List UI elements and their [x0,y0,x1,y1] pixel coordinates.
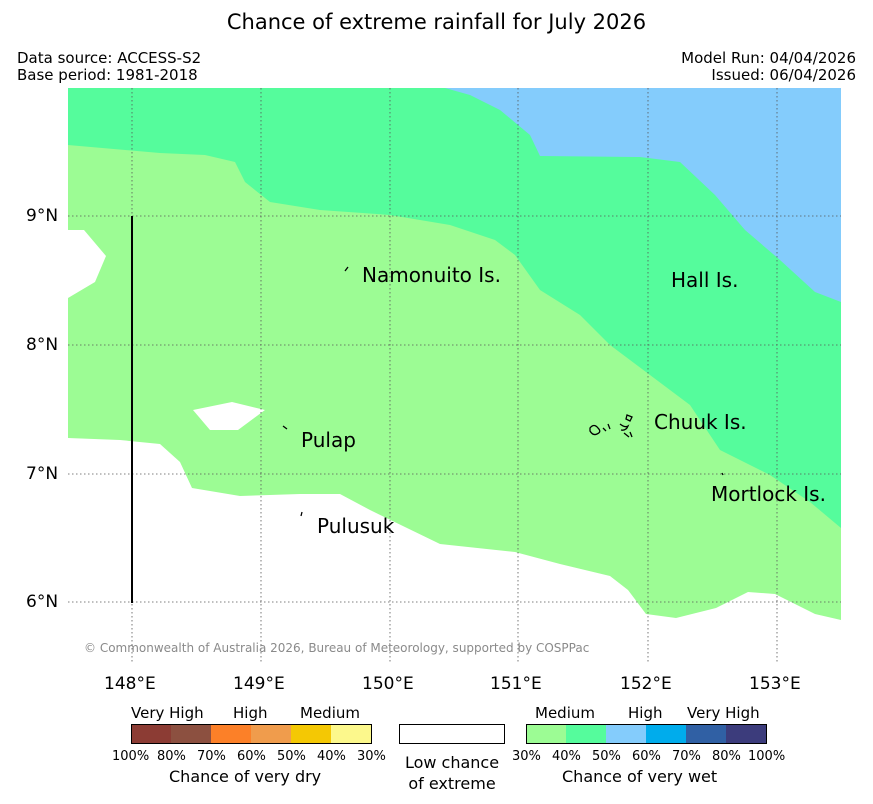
dry-tick-40: 40% [317,749,346,764]
dry-heading-high: High [233,704,268,722]
dry-tick-70: 70% [197,749,226,764]
wet-tick-40: 40% [552,749,581,764]
wet-caption: Chance of very wet [562,767,718,786]
dry-swatch-30-40 [331,724,372,744]
dry-tick-50: 50% [277,749,306,764]
lon-label-153e: 153°E [749,674,801,694]
lon-label-148e: 148°E [104,674,156,694]
wet-heading-medium: Medium [535,704,595,722]
wet-heading-very-high: Very High [687,704,760,722]
model-run: Model Run: 04/04/2026 [681,49,856,67]
wet-swatch-80-100 [726,724,767,744]
label-mortlock-is[interactable]: Mortlock Is. [711,482,826,506]
base-period: Base period: 1981-2018 [17,66,198,84]
wet-tick-60: 60% [632,749,661,764]
label-hall-is[interactable]: Hall Is. [671,268,739,292]
grid-lines [68,88,841,664]
dry-caption: Chance of very dry [169,767,322,786]
wet-medium-40-50-region [68,88,841,528]
lon-label-150e: 150°E [362,674,414,694]
low-chance-patch-central [193,402,265,430]
dry-tick-100: 100% [112,749,150,764]
dry-swatch-80-100 [131,724,172,744]
dry-tick-80: 80% [157,749,186,764]
label-namonuito-is[interactable]: Namonuito Is. [362,263,501,287]
label-chuuk-is[interactable]: Chuuk Is. [654,410,747,434]
lon-label-149e: 149°E [233,674,285,694]
dry-swatch-70-80 [171,724,212,744]
issued-date: Issued: 06/04/2026 [711,66,856,84]
wet-high-50-60-region [445,88,841,302]
low-chance-caption-line1: Low chance [404,753,500,772]
wet-tick-50: 50% [592,749,621,764]
wet-tick-100: 100% [748,749,786,764]
wet-swatch-50-60 [606,724,647,744]
lat-label-9n: 9°N [26,206,59,226]
island-markers [282,266,724,517]
dry-swatch-50-60 [251,724,292,744]
label-pulusuk[interactable]: Pulusuk [317,514,395,538]
wet-heading-high: High [628,704,663,722]
wet-swatch-70-80 [686,724,727,744]
low-chance-swatch [399,724,505,744]
copyright-notice: © Commonwealth of Australia 2026, Bureau… [84,641,590,655]
lat-label-8n: 8°N [26,335,59,355]
dry-colorbar-frame [131,724,372,744]
dry-heading-very-high: Very High [131,704,204,722]
low-chance-caption-line2: of extreme [408,774,496,793]
wet-colorbar-frame [526,724,767,744]
wet-swatch-40-50 [566,724,607,744]
map-title: Chance of extreme rainfall for July 2026 [226,10,647,34]
lat-label-6n: 6°N [26,592,59,612]
wet-tick-70: 70% [672,749,701,764]
dry-swatch-40-50 [291,724,332,744]
wet-swatch-30-40 [526,724,567,744]
wet-swatch-60-70 [646,724,687,744]
dry-swatch-60-70 [211,724,252,744]
dry-heading-medium: Medium [300,704,360,722]
data-source: Data source: ACCESS-S2 [17,49,202,67]
low-chance-patch-west [68,230,106,298]
wet-tick-30: 30% [512,749,541,764]
lon-label-152e: 152°E [620,674,672,694]
lon-label-151e: 151°E [490,674,542,694]
label-pulap[interactable]: Pulap [301,428,356,452]
dry-tick-30: 30% [357,749,386,764]
wet-tick-80: 80% [712,749,741,764]
dry-tick-60: 60% [237,749,266,764]
lat-label-7n: 7°N [26,464,59,484]
